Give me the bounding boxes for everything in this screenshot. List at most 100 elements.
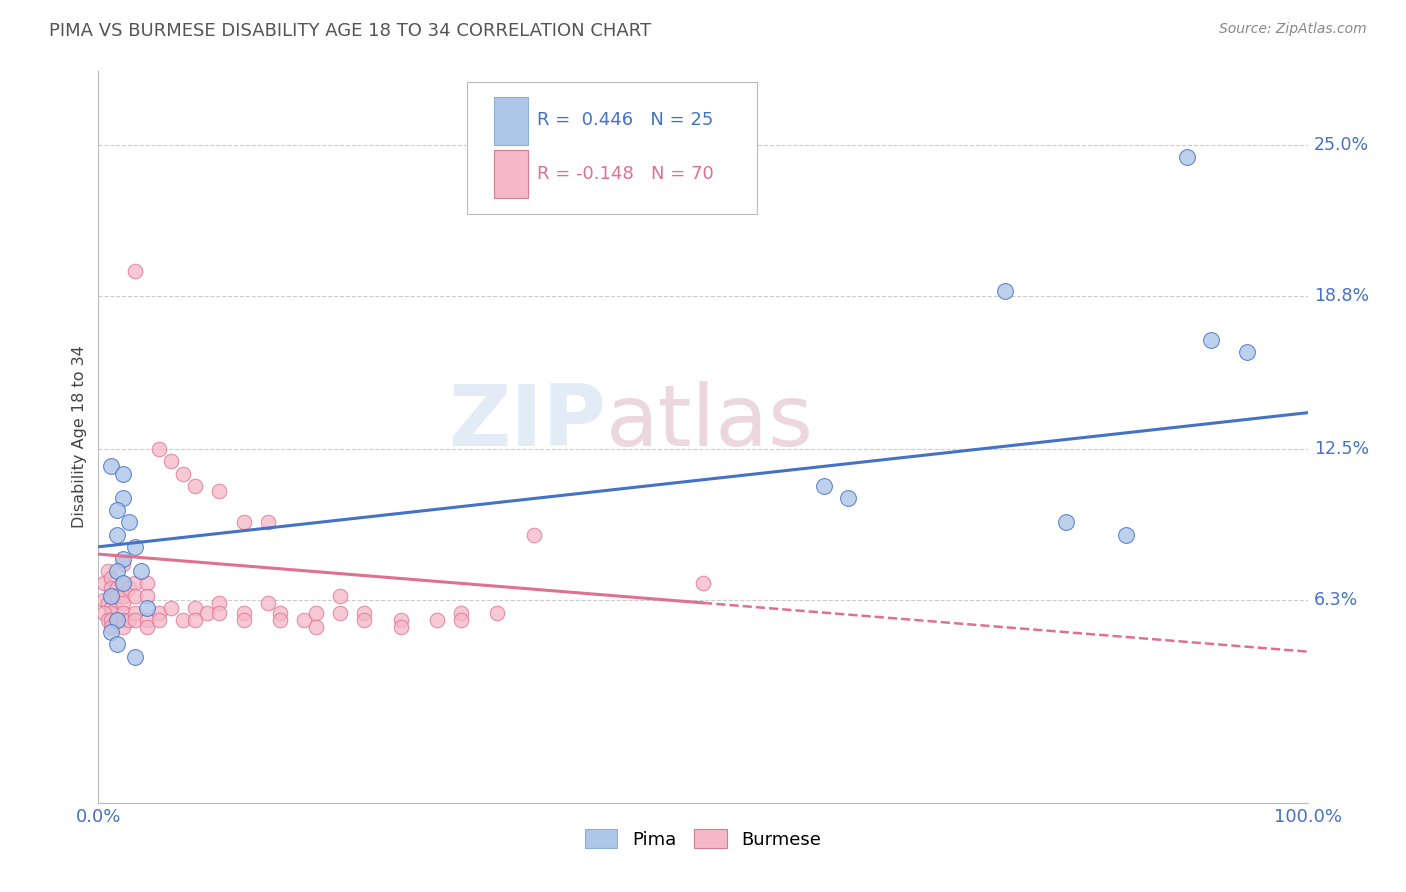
Point	[450, 613, 472, 627]
FancyBboxPatch shape	[467, 82, 758, 214]
Point	[195, 606, 218, 620]
Point	[100, 625, 122, 640]
Point	[111, 552, 134, 566]
Point	[111, 596, 134, 610]
Point	[172, 613, 194, 627]
Point	[111, 589, 134, 603]
Point	[93, 576, 115, 591]
Point	[124, 540, 146, 554]
Point	[172, 467, 194, 481]
Point	[124, 264, 146, 278]
Point	[118, 516, 141, 530]
Point	[389, 620, 412, 634]
Point	[100, 581, 122, 595]
Point	[692, 576, 714, 591]
Point	[148, 613, 170, 627]
Point	[160, 600, 183, 615]
Y-axis label: Disability Age 18 to 34: Disability Age 18 to 34	[72, 346, 87, 528]
Point	[305, 620, 328, 634]
Point	[105, 503, 128, 517]
Point	[208, 483, 231, 498]
Point	[105, 527, 128, 541]
Point	[100, 459, 122, 474]
Point	[269, 613, 291, 627]
Point	[135, 613, 157, 627]
Point	[111, 491, 134, 505]
Point	[256, 516, 278, 530]
Point	[93, 593, 115, 607]
Point	[118, 581, 141, 595]
Point	[329, 589, 352, 603]
Point	[523, 527, 546, 541]
Point	[105, 613, 128, 627]
Point	[97, 596, 120, 610]
Point	[97, 564, 120, 578]
Point	[118, 613, 141, 627]
Text: R =  0.446   N = 25: R = 0.446 N = 25	[537, 112, 714, 129]
Point	[111, 613, 134, 627]
Point	[1115, 527, 1137, 541]
Point	[160, 454, 183, 468]
Point	[208, 606, 231, 620]
Point	[111, 467, 134, 481]
Point	[184, 613, 207, 627]
Text: 18.8%: 18.8%	[1313, 286, 1369, 305]
Text: ZIP: ZIP	[449, 381, 606, 464]
Point	[813, 479, 835, 493]
Text: R = -0.148   N = 70: R = -0.148 N = 70	[537, 165, 714, 183]
Point	[105, 589, 128, 603]
Point	[111, 576, 134, 591]
Point	[232, 613, 254, 627]
Text: atlas: atlas	[606, 381, 814, 464]
Point	[450, 606, 472, 620]
Point	[124, 649, 146, 664]
Text: PIMA VS BURMESE DISABILITY AGE 18 TO 34 CORRELATION CHART: PIMA VS BURMESE DISABILITY AGE 18 TO 34 …	[49, 22, 651, 40]
Point	[124, 613, 146, 627]
Point	[184, 600, 207, 615]
Point	[105, 564, 128, 578]
Point	[111, 606, 134, 620]
Point	[135, 576, 157, 591]
Point	[232, 516, 254, 530]
Point	[100, 589, 122, 603]
Point	[208, 596, 231, 610]
Point	[148, 606, 170, 620]
Point	[837, 491, 859, 505]
Point	[97, 613, 120, 627]
Point	[135, 620, 157, 634]
Point	[100, 572, 122, 586]
Point	[135, 589, 157, 603]
Point	[353, 613, 375, 627]
Point	[353, 606, 375, 620]
Text: 6.3%: 6.3%	[1313, 591, 1358, 609]
Point	[256, 596, 278, 610]
Point	[124, 606, 146, 620]
Point	[1175, 150, 1198, 164]
Point	[389, 613, 412, 627]
Point	[232, 606, 254, 620]
Point	[100, 606, 122, 620]
Point	[105, 637, 128, 651]
Point	[111, 557, 134, 571]
Point	[426, 613, 449, 627]
Point	[292, 613, 315, 627]
Point	[135, 600, 157, 615]
Point	[1054, 516, 1077, 530]
Legend: Pima, Burmese: Pima, Burmese	[578, 822, 828, 856]
Text: 12.5%: 12.5%	[1313, 441, 1369, 458]
Text: 25.0%: 25.0%	[1313, 136, 1369, 153]
Point	[1199, 333, 1222, 347]
Point	[111, 576, 134, 591]
Point	[93, 606, 115, 620]
Point	[129, 564, 152, 578]
Point	[486, 606, 509, 620]
Point	[1236, 344, 1258, 359]
Point	[100, 613, 122, 627]
FancyBboxPatch shape	[494, 151, 527, 198]
Text: Source: ZipAtlas.com: Source: ZipAtlas.com	[1219, 22, 1367, 37]
Point	[269, 606, 291, 620]
Point	[148, 442, 170, 457]
Point	[100, 600, 122, 615]
Point	[305, 606, 328, 620]
Point	[105, 581, 128, 595]
